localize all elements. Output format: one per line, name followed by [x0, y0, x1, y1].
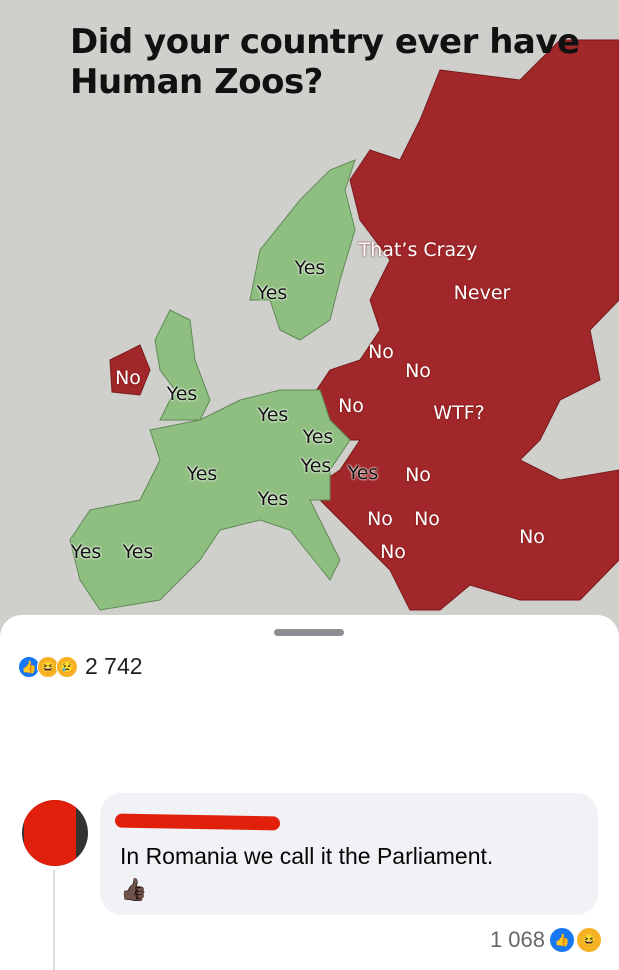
- region-no-ireland: [109, 344, 151, 396]
- europe-map: [69, 39, 619, 611]
- map-label-romania: No: [405, 464, 431, 486]
- redaction-scribble: [24, 800, 76, 866]
- map-label-albania: No: [380, 541, 406, 563]
- redacted-commenter-name: [114, 813, 281, 831]
- map-label-sweden: Yes: [256, 282, 288, 304]
- post-image-map[interactable]: Did your country ever have Human Zoos? Y…: [0, 0, 619, 640]
- region-yes-uk: [154, 309, 211, 421]
- comment-reactions[interactable]: 1 068 👍 😆: [489, 927, 602, 953]
- map-title: Did your country ever have Human Zoos?: [70, 22, 580, 102]
- map-label-france: Yes: [186, 463, 218, 485]
- region-yes-west: [69, 389, 351, 611]
- region-no-east: [309, 39, 619, 611]
- title-line-2: Human Zoos?: [70, 62, 323, 102]
- map-label-spain: Yes: [122, 541, 154, 563]
- reaction-count: 2 742: [85, 653, 143, 679]
- commenter-avatar[interactable]: [22, 800, 88, 866]
- map-label-bulgaria: No: [414, 508, 440, 530]
- comment-bubble[interactable]: In Romania we call it the Parliament. 👍🏿: [100, 793, 598, 915]
- map-label-finland: That’s Crazy: [358, 239, 478, 261]
- map-label-czechia: Yes: [302, 426, 334, 448]
- post-reactions[interactable]: 👍 😆 😢 2 742: [18, 653, 143, 680]
- map-label-austria: Yes: [300, 455, 332, 477]
- map-label-belarus-north: No: [405, 360, 431, 382]
- thumbs-up-emoji: 👍🏿: [120, 877, 148, 902]
- map-label-norway: Yes: [294, 257, 326, 279]
- map-label-switzerland: Yes: [257, 488, 289, 510]
- thread-line: [53, 870, 55, 970]
- comment-text: In Romania we call it the Parliament.: [120, 843, 494, 869]
- map-label-uk: Yes: [166, 383, 198, 405]
- map-label-ukraine: WTF?: [433, 402, 485, 424]
- map-label-ireland: No: [115, 367, 141, 389]
- map-label-poland: No: [338, 395, 364, 417]
- comment-reaction-count: 1 068: [489, 927, 545, 952]
- sad-reaction-icon: 😢: [56, 655, 78, 678]
- haha-reaction-icon: 😆: [37, 655, 59, 678]
- like-reaction-icon: 👍: [549, 927, 575, 953]
- map-label-russia: Never: [453, 282, 511, 304]
- map-label-latvia: No: [368, 341, 394, 363]
- comments-sheet: 👍 😆 😢 2 742 In Romania we call it the Pa…: [0, 615, 619, 970]
- map-label-turkey: No: [519, 526, 545, 548]
- drag-handle[interactable]: [274, 629, 344, 636]
- map-label-serbia: No: [367, 508, 393, 530]
- haha-reaction-icon: 😆: [576, 927, 602, 953]
- region-yes-scandinavia: [249, 159, 356, 341]
- map-label-germany: Yes: [257, 404, 289, 426]
- title-line-1: Did your country ever have: [70, 22, 580, 62]
- map-label-portugal: Yes: [70, 541, 102, 563]
- map-label-hungary: Yes: [347, 462, 379, 484]
